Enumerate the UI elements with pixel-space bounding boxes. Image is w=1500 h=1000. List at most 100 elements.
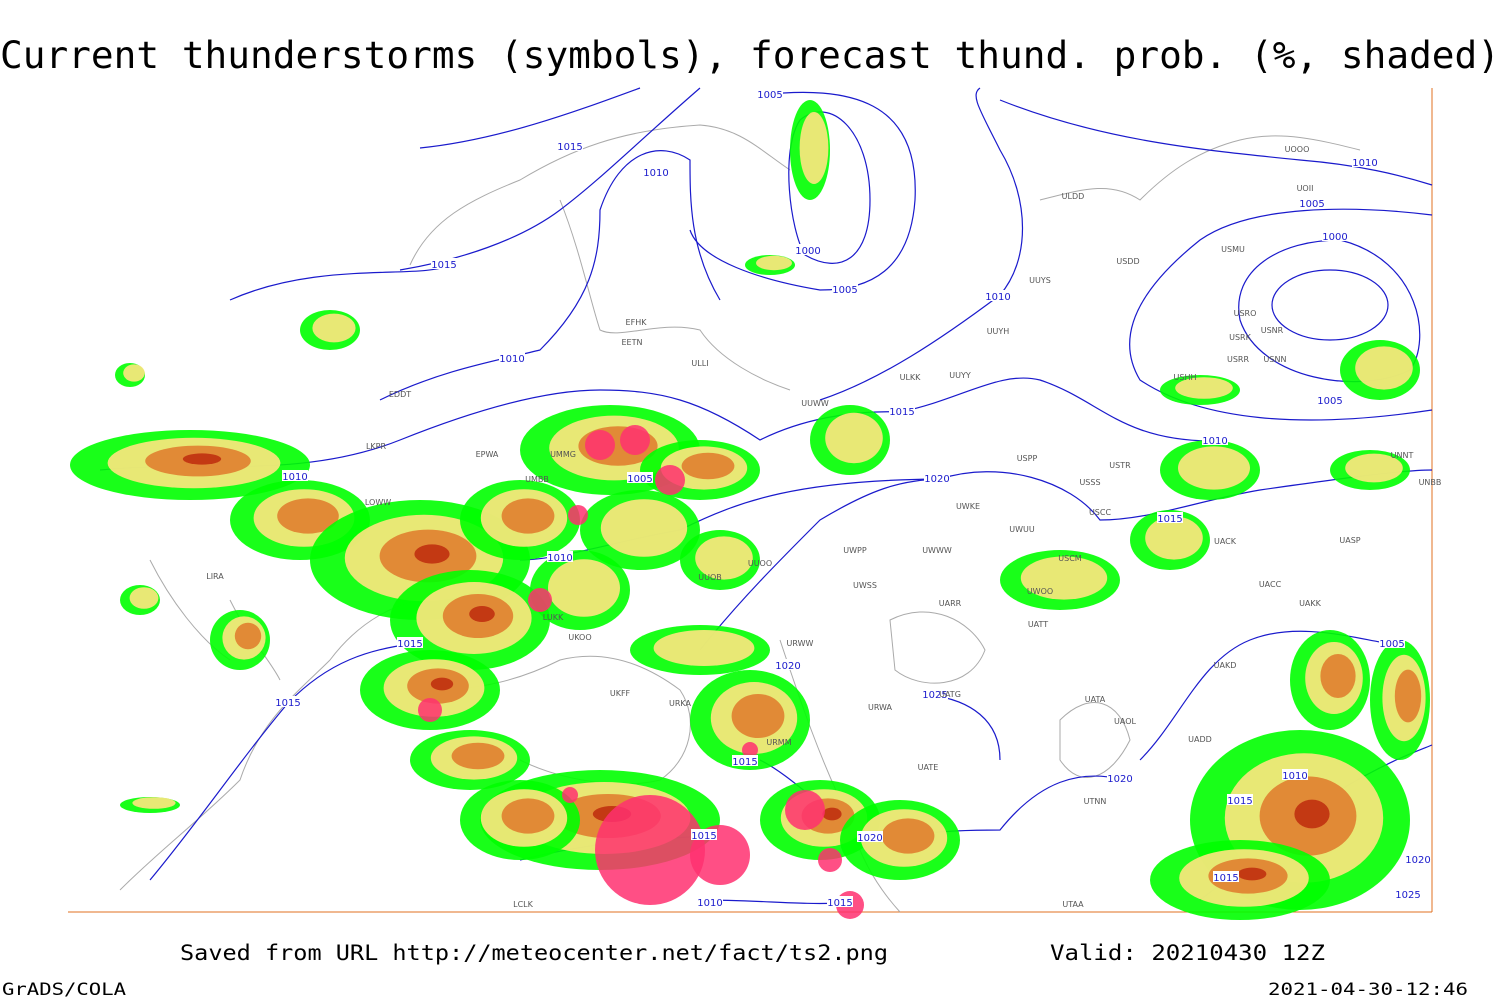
station-code: UWKE bbox=[956, 502, 980, 511]
probability-area bbox=[414, 544, 450, 564]
station-code: LIRA bbox=[206, 572, 224, 581]
isobar-label-bg bbox=[832, 283, 858, 294]
isobar-label-bg bbox=[1317, 394, 1343, 405]
station-code: UACK bbox=[1214, 537, 1237, 546]
isobar-label-bg bbox=[1202, 434, 1228, 445]
thunderstorm-symbol bbox=[620, 425, 650, 455]
isobar bbox=[999, 99, 1433, 186]
probability-area bbox=[822, 807, 842, 821]
coastline bbox=[409, 124, 791, 266]
probability-area bbox=[881, 818, 935, 854]
station-code: LOWW bbox=[365, 498, 391, 507]
station-code: UUWW bbox=[801, 399, 829, 408]
probability-area bbox=[123, 364, 145, 382]
probability-area bbox=[653, 630, 755, 666]
station-code: EFHK bbox=[626, 318, 648, 327]
isobar-label: 1010 bbox=[1202, 436, 1227, 447]
thunderstorm-symbol bbox=[562, 787, 578, 803]
isobar-label: 1015 bbox=[691, 831, 716, 842]
isobar-label: 1005 bbox=[832, 285, 857, 296]
isobar-label: 1015 bbox=[557, 142, 582, 153]
isobar-label-bg bbox=[757, 88, 783, 99]
isobar-label: 1015 bbox=[889, 407, 914, 418]
station-code: UADD bbox=[1188, 735, 1212, 744]
isobar-label: 1005 bbox=[627, 474, 652, 485]
labels: 1005 1015 1010 1015 1000 1005 1010 1010 1015 1010… bbox=[206, 88, 1441, 909]
isobar-label: 1005 bbox=[1299, 199, 1324, 210]
probability-area bbox=[1345, 453, 1403, 483]
station-code: UACC bbox=[1259, 580, 1282, 589]
station-code: USDD bbox=[1116, 257, 1139, 266]
isobar-label-bg bbox=[1352, 156, 1378, 167]
station-code: EPWA bbox=[476, 450, 499, 459]
probability-area bbox=[1020, 556, 1108, 600]
thunderstorm-symbol bbox=[585, 430, 615, 460]
isobar-label: 1015 bbox=[397, 639, 422, 650]
isobar bbox=[419, 87, 641, 149]
isobar-label: 1015 bbox=[1157, 514, 1182, 525]
station-code: ULLI bbox=[691, 359, 708, 368]
station-code: UUOB bbox=[698, 573, 722, 582]
isobar-label-bg bbox=[282, 470, 308, 481]
station-code: USNR bbox=[1261, 326, 1284, 335]
station-code: UATG bbox=[939, 690, 961, 699]
isobar-label: 1025 bbox=[1395, 890, 1420, 901]
station-code: UATT bbox=[1028, 620, 1048, 629]
isobar-label: 1020 bbox=[1107, 774, 1132, 785]
station-code: URKA bbox=[669, 699, 692, 708]
isobar bbox=[149, 643, 411, 881]
station-code: USMU bbox=[1221, 245, 1245, 254]
isobar-label-bg bbox=[1299, 197, 1325, 208]
isobar-label: 1010 bbox=[697, 898, 722, 909]
station-code: UWPP bbox=[843, 546, 867, 555]
station-code: UATA bbox=[1085, 695, 1106, 704]
isobar bbox=[379, 150, 721, 401]
source-url: Saved from URL http://meteocenter.net/fa… bbox=[180, 941, 888, 965]
probability-area bbox=[695, 536, 753, 580]
isobar-label: 1005 bbox=[1379, 639, 1404, 650]
isobar-label: 1010 bbox=[547, 553, 572, 564]
isobar-label-bg bbox=[857, 831, 883, 842]
station-code: ULKK bbox=[900, 373, 922, 382]
isobar-label-bg bbox=[795, 244, 821, 255]
probability-area bbox=[469, 606, 495, 622]
station-code: UMBB bbox=[525, 475, 549, 484]
station-code: USNN bbox=[1264, 355, 1287, 364]
isobar-label: 1005 bbox=[757, 90, 782, 101]
isobar-label: 1020 bbox=[775, 661, 800, 672]
isobar-label-bg bbox=[557, 140, 583, 151]
probability-area bbox=[234, 622, 262, 650]
station-code: URWA bbox=[868, 703, 893, 712]
probability-area bbox=[731, 694, 785, 738]
station-code: LUKK bbox=[543, 613, 564, 622]
isobar bbox=[689, 91, 916, 291]
probability-area bbox=[1320, 654, 1356, 698]
probability-area bbox=[277, 498, 339, 534]
isobar-label: 1010 bbox=[282, 472, 307, 483]
probability-area bbox=[129, 587, 159, 609]
probability-shading bbox=[70, 100, 1430, 920]
station-code: LCLK bbox=[513, 900, 534, 909]
isobar-label: 1020 bbox=[924, 474, 949, 485]
isobar-label-bg bbox=[985, 290, 1011, 301]
isobar-label-bg bbox=[1405, 853, 1431, 864]
probability-area bbox=[501, 498, 555, 534]
isobar bbox=[1238, 239, 1421, 383]
software: GrADS/COLA bbox=[2, 980, 126, 1000]
probability-area bbox=[548, 559, 620, 617]
probability-area bbox=[312, 313, 356, 343]
probability-area bbox=[1294, 799, 1330, 829]
probability-area bbox=[600, 499, 688, 557]
probability-area bbox=[182, 453, 222, 465]
probability-area bbox=[1237, 867, 1267, 881]
station-code: UOOO bbox=[1285, 145, 1310, 154]
isobar-label-bg bbox=[431, 258, 457, 269]
isobar bbox=[399, 87, 701, 271]
station-code: UUOO bbox=[748, 559, 772, 568]
station-code: UWWW bbox=[922, 546, 952, 555]
station-code: UWUU bbox=[1009, 525, 1035, 534]
isobar bbox=[229, 264, 451, 301]
station-code: UNBB bbox=[1419, 478, 1442, 487]
isobar-label: 1010 bbox=[1352, 158, 1377, 169]
